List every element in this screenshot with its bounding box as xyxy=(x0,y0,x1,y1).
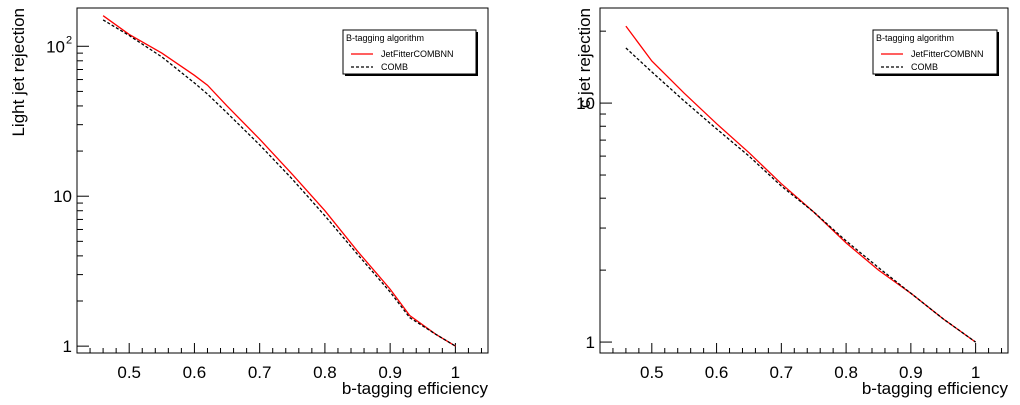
y-tick-label: 1 xyxy=(586,333,595,352)
series-line-jetfittercombnn xyxy=(102,15,456,347)
legend-title: B-tagging algorithm xyxy=(876,33,954,43)
legend-title: B-tagging algorithm xyxy=(346,33,424,43)
series-group xyxy=(102,15,456,347)
legend-entry: COMB xyxy=(911,62,938,72)
x-axis-title: b-tagging efficiency xyxy=(862,379,1009,398)
chart-c-jet-rejection: 0.5 0.6 0.7 0.8 0.9 1 1 10 b-tagging efficiency c… xyxy=(575,7,1009,398)
x-axis-title: b-tagging efficiency xyxy=(342,379,489,398)
x-axis: 0.5 0.6 0.7 0.8 0.9 1 xyxy=(76,343,482,382)
x-tick-label: 0.8 xyxy=(313,363,337,382)
legend: B-tagging algorithm JetFitterCOMBNN COMB xyxy=(872,29,999,76)
series-line-comb xyxy=(625,47,976,343)
y-tick-label: 10 xyxy=(576,94,595,113)
x-tick-label: 0.6 xyxy=(705,363,729,382)
x-tick-label: 1 xyxy=(451,363,460,382)
legend-box xyxy=(342,29,477,75)
x-tick-label: 0.7 xyxy=(248,363,272,382)
x-tick-label: 0.5 xyxy=(640,363,664,382)
series-group xyxy=(625,25,976,343)
y-axis: 1 10 xyxy=(576,30,612,354)
legend: B-tagging algorithm JetFitterCOMBNN COMB xyxy=(342,29,478,76)
x-axis: 0.5 0.6 0.7 0.8 0.9 1 xyxy=(599,343,1003,382)
series-line-jetfittercombnn xyxy=(625,25,976,343)
series-line-comb xyxy=(102,19,456,347)
y-tick-exponent: 2 xyxy=(66,34,72,46)
x-tick-label: 0.5 xyxy=(117,363,141,382)
y-tick-label: 10 xyxy=(53,187,72,206)
plot-frame xyxy=(599,7,1009,354)
x-tick-label: 0.6 xyxy=(183,363,207,382)
legend-entry: JetFitterCOMBNN xyxy=(911,49,984,59)
y-axis-title: Light jet rejection xyxy=(9,8,28,137)
x-tick-label: 0.8 xyxy=(834,363,858,382)
x-tick-label: 1 xyxy=(971,363,980,382)
y-tick-label: 1 xyxy=(63,337,72,356)
legend-entry: COMB xyxy=(381,62,408,72)
x-tick-label: 0.9 xyxy=(378,363,402,382)
x-tick-label: 0.7 xyxy=(770,363,794,382)
y-axis-title: c jet rejection xyxy=(575,8,594,108)
y-tick-label: 10 xyxy=(46,37,65,56)
plot-frame xyxy=(76,7,489,354)
x-tick-label: 0.9 xyxy=(899,363,923,382)
legend-entry: JetFitterCOMBNN xyxy=(381,49,454,59)
